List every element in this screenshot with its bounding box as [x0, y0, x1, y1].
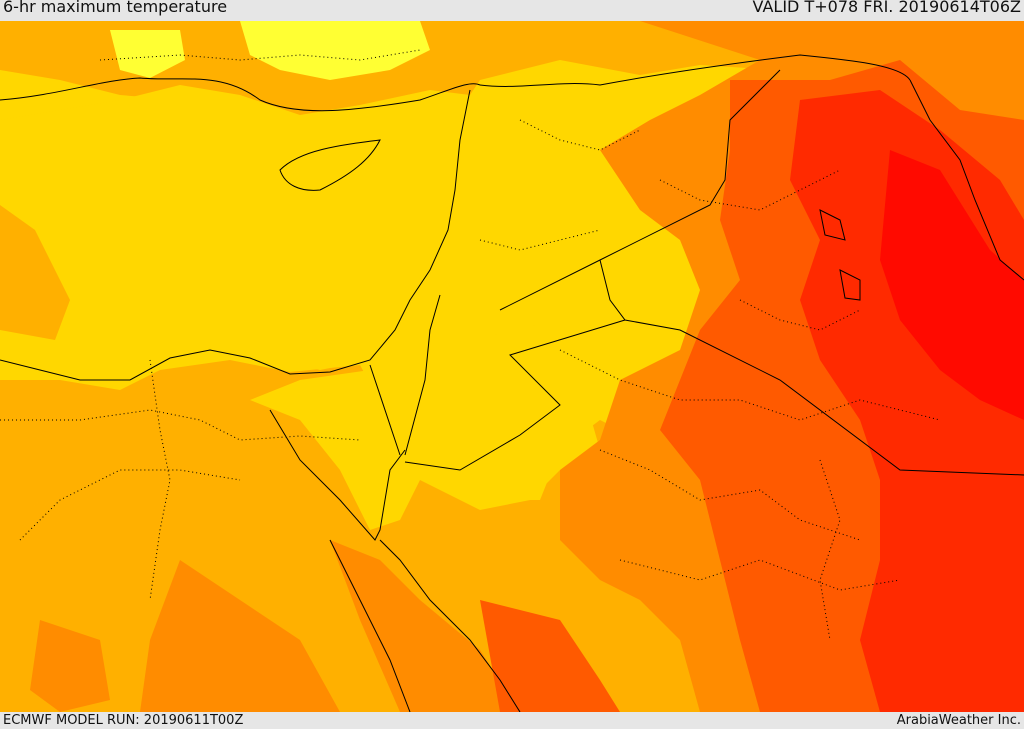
political-borders [369, 69, 1024, 476]
zone-orange-sinai-south [330, 540, 520, 712]
zone-orange-red-south [480, 600, 620, 712]
zone-mediterranean [0, 85, 470, 380]
zone-light-yellow-turkey [240, 21, 430, 80]
province-boundaries [0, 49, 941, 641]
credit: ArabiaWeather Inc. [896, 713, 1021, 728]
map-title: 6-hr maximum temperature [3, 0, 228, 16]
header-bar: 6-hr maximum temperature VALID T+078 FRI… [0, 0, 1024, 21]
zone-yellow-sinai [250, 300, 650, 560]
zone-orange-west-patch [30, 620, 110, 712]
valid-time: VALID T+078 FRI. 20190614T06Z [752, 0, 1021, 16]
zone-deep-red-basra [880, 150, 1024, 420]
zone-light-yellow-turkey-west [110, 30, 185, 78]
model-run: ECMWF MODEL RUN: 20190611T00Z [3, 713, 244, 728]
coastlines [0, 54, 1024, 712]
map-canvas [0, 21, 1024, 712]
zone-orange-light-sea-west [0, 205, 70, 340]
zone-orange-redsea [140, 560, 340, 712]
temperature-map [0, 21, 1024, 712]
footer-bar: ECMWF MODEL RUN: 20190611T00Z ArabiaWeat… [0, 712, 1024, 729]
